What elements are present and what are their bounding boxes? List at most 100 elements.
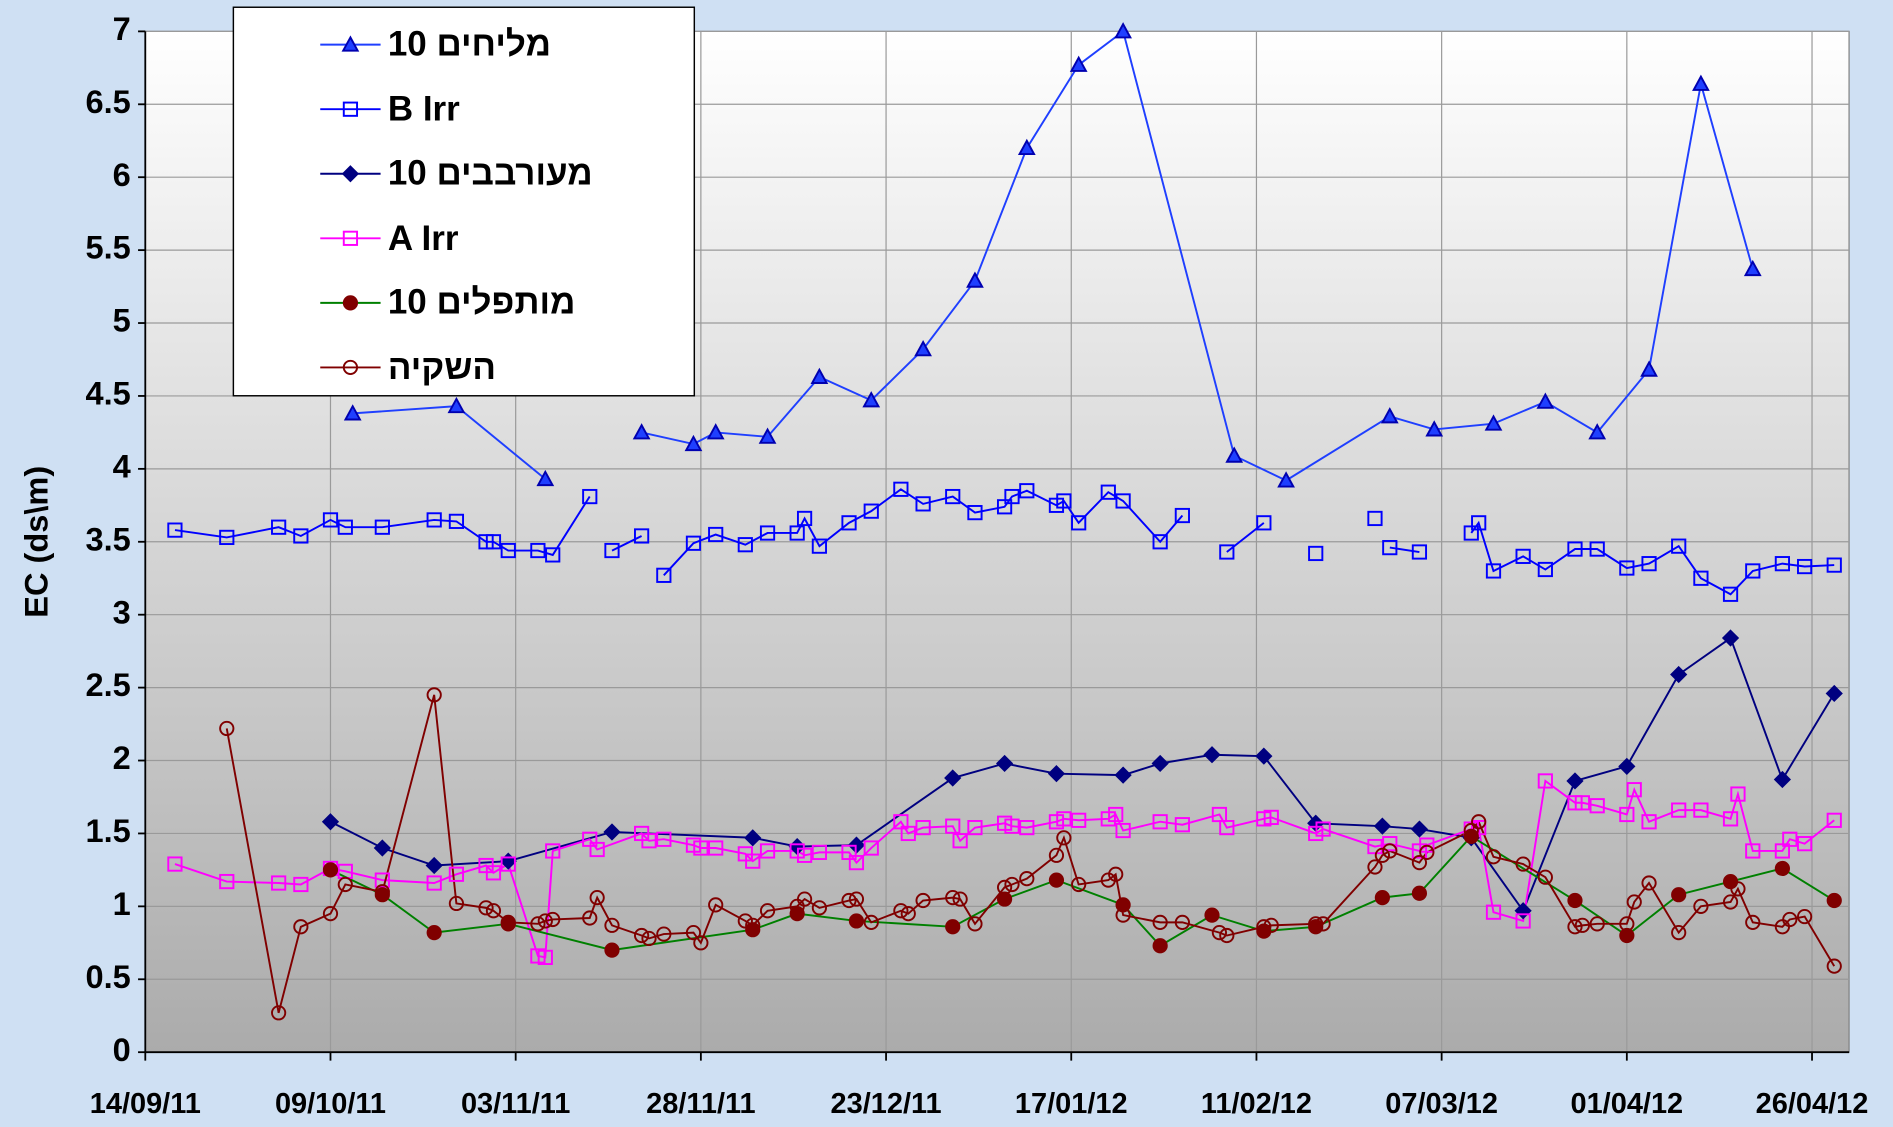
marker [685, 925, 702, 941]
marker [1411, 855, 1428, 871]
marker [862, 391, 881, 408]
marker [1373, 817, 1391, 835]
marker [1056, 811, 1072, 827]
x-tick-label: 01/04/12 [1571, 1088, 1684, 1120]
marker [1693, 802, 1709, 818]
marker [500, 914, 516, 931]
marker [996, 891, 1013, 907]
marker [1693, 570, 1709, 586]
marker [737, 537, 753, 553]
marker [1174, 817, 1190, 833]
marker [811, 900, 827, 916]
marker [1004, 818, 1020, 834]
marker [1211, 925, 1228, 941]
marker [1114, 766, 1132, 784]
marker [810, 367, 829, 384]
marker [811, 538, 827, 554]
marker [759, 843, 776, 859]
marker [219, 720, 235, 737]
marker [1826, 812, 1842, 828]
axes: 0 0.5 1 1.5 2 2.5 3 3.5 4 4.5 5 5.5 6 6.5 7 14/09/11 09/… [86, 11, 1869, 1120]
marker [321, 813, 340, 831]
x-tick-label: 17/01/12 [1015, 1088, 1128, 1120]
marker [1640, 360, 1658, 377]
marker [271, 1005, 287, 1021]
marker [693, 935, 709, 951]
marker [945, 890, 961, 906]
marker [1797, 836, 1813, 852]
marker [1411, 544, 1428, 560]
marker [604, 917, 620, 933]
marker [1411, 885, 1428, 901]
marker [789, 525, 805, 541]
marker [1589, 798, 1605, 814]
marker [1485, 904, 1502, 920]
marker [1773, 770, 1792, 789]
marker [685, 535, 702, 551]
legend-swatch-marker [342, 230, 359, 246]
marker [900, 906, 916, 922]
marker [322, 862, 339, 878]
marker [1619, 927, 1635, 944]
marker [1019, 483, 1035, 499]
legend-swatch-marker [342, 101, 359, 117]
marker [796, 847, 813, 863]
marker [1566, 772, 1584, 790]
marker [1256, 919, 1272, 935]
marker [426, 875, 442, 891]
marker [863, 914, 879, 931]
marker [1722, 586, 1739, 602]
legend: מליחים 10 B Irr מעורבבים 10 A Irr מותפלים 10… [232, 6, 696, 397]
marker [1115, 907, 1131, 923]
marker [1641, 814, 1657, 830]
marker [500, 542, 516, 559]
y-axis-label: EC (ds\m) [19, 466, 55, 618]
marker [1692, 74, 1710, 91]
marker [167, 856, 183, 872]
marker [1374, 847, 1390, 863]
marker [1826, 958, 1842, 974]
marker [915, 892, 931, 909]
marker [1567, 919, 1583, 935]
marker [693, 840, 709, 856]
y-tick-label: 1 [113, 886, 131, 922]
marker [1567, 892, 1583, 909]
y-tick-label: 4 [113, 448, 131, 484]
marker [1722, 873, 1739, 890]
marker [271, 519, 287, 535]
marker [967, 820, 983, 836]
x-tick-label: 09/10/11 [275, 1088, 386, 1120]
marker [900, 825, 916, 842]
marker [425, 856, 443, 875]
marker [759, 525, 776, 541]
marker [684, 434, 703, 452]
marker [1256, 515, 1272, 531]
marker [1485, 563, 1502, 579]
marker [1425, 420, 1444, 437]
marker [582, 910, 598, 926]
marker [589, 890, 605, 906]
marker [1567, 541, 1583, 557]
series-group [167, 22, 1843, 1021]
marker [604, 542, 620, 559]
marker [1071, 515, 1087, 531]
marker [582, 488, 598, 505]
marker [1618, 757, 1636, 775]
marker [1619, 806, 1635, 823]
marker [322, 906, 339, 922]
marker [1263, 917, 1279, 933]
marker [1367, 838, 1383, 855]
legend-label: מעורבבים 10 [387, 154, 593, 194]
marker [1671, 538, 1687, 554]
marker [536, 469, 555, 487]
marker [1797, 908, 1813, 925]
marker [641, 930, 657, 947]
marker [1071, 876, 1087, 893]
legend-label-box: מליחים 10 [388, 25, 551, 64]
marker [708, 526, 724, 543]
y-tick-label: 5 [113, 303, 131, 339]
marker [893, 481, 909, 497]
marker [589, 841, 605, 858]
marker [1693, 898, 1709, 914]
